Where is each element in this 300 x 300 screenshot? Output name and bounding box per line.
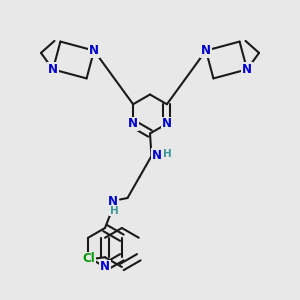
Text: N: N: [201, 44, 211, 57]
Text: N: N: [89, 44, 99, 57]
Text: H: H: [110, 206, 118, 216]
Text: N: N: [242, 63, 252, 76]
Text: N: N: [100, 260, 110, 274]
Text: N: N: [162, 117, 172, 130]
Text: N: N: [128, 117, 138, 130]
Text: Cl: Cl: [82, 252, 95, 265]
Text: N: N: [107, 194, 118, 208]
Text: N: N: [152, 149, 162, 162]
Text: H: H: [163, 148, 172, 159]
Text: N: N: [48, 63, 58, 76]
